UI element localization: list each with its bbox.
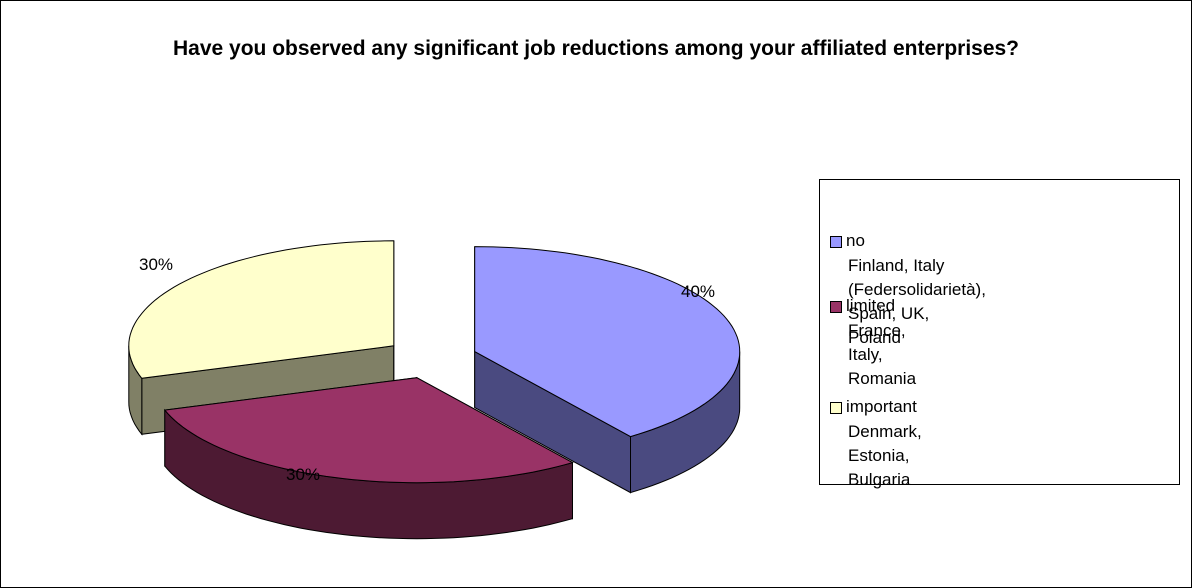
legend-swatch-no — [830, 236, 842, 248]
pie-slice-top-no — [474, 246, 741, 438]
data-label-important: 30% — [139, 255, 173, 274]
legend-label-limited: limited — [846, 296, 896, 315]
data-label-limited: 30% — [286, 465, 320, 484]
legend-label-no: no — [846, 231, 865, 250]
pie-slice-top-important — [128, 240, 395, 379]
legend-countries-no: Finland, Italy (Federsolidarietà), Spain… — [848, 256, 986, 347]
chart-title: Have you observed any significant job re… — [172, 37, 1020, 60]
legend: no Finland, Italy (Federsolidarietà), Sp… — [819, 179, 1180, 489]
pie-slice-top-limited — [163, 377, 574, 484]
legend-swatch-important — [830, 402, 842, 414]
legend-label-important: important — [846, 397, 917, 416]
legend-countries-important: Denmark, Estonia, Bulgaria — [848, 422, 922, 489]
data-label-no: 40% — [681, 282, 715, 301]
pie-slice-no — [474, 246, 741, 494]
legend-swatch-limited — [830, 301, 842, 313]
legend-countries-limited: France, Italy, Romania — [848, 321, 917, 388]
pie-slice-limited — [163, 376, 574, 540]
